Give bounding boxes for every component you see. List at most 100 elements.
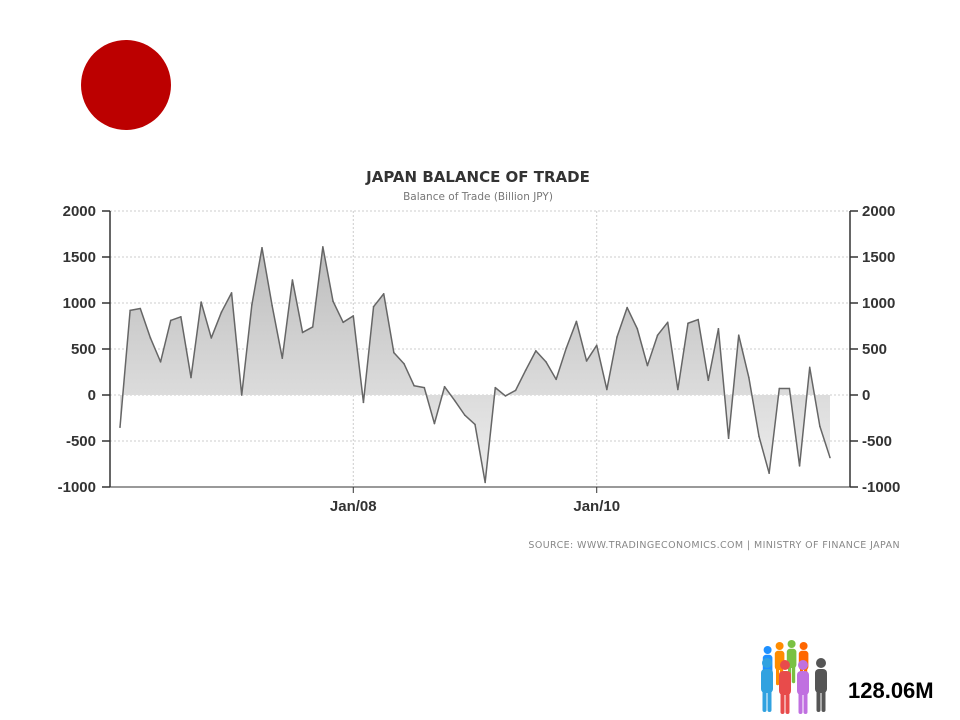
chart-title: JAPAN BALANCE OF TRADE [365, 168, 590, 186]
person-head [775, 642, 784, 650]
data-point [595, 344, 598, 347]
data-point [474, 423, 476, 426]
data-point [423, 386, 426, 389]
y-tick-label-left: 0 [88, 387, 96, 404]
person-body [761, 669, 773, 693]
data-point [261, 247, 263, 249]
person-body [815, 669, 827, 693]
data-point [535, 350, 537, 352]
data-point [575, 320, 578, 323]
data-point [524, 369, 527, 371]
data-point [139, 307, 142, 310]
data-point [180, 316, 182, 318]
person-head [799, 642, 808, 650]
data-point [393, 351, 395, 354]
data-point [565, 347, 568, 349]
data-point [484, 481, 486, 484]
data-point [433, 422, 436, 425]
person-leg [816, 690, 821, 712]
person-head [816, 658, 826, 668]
person-head [762, 658, 772, 668]
data-point [494, 386, 497, 389]
series-area-fill [120, 246, 830, 483]
people-group-icon [761, 640, 827, 714]
y-tick-label-right: 500 [862, 341, 887, 358]
data-point [159, 361, 162, 363]
person-leg [803, 692, 808, 714]
data-point [210, 337, 213, 339]
person-figure [761, 658, 773, 712]
data-point [788, 387, 791, 390]
data-point [464, 414, 466, 417]
x-axis-ticks: Jan/08 Jan/10 [330, 487, 620, 515]
data-point [514, 389, 517, 392]
chart-subtitle: Balance of Trade (Billion JPY) [403, 191, 553, 203]
data-point [778, 387, 781, 390]
y-tick-label-right: -1000 [862, 479, 900, 496]
person-leg [792, 665, 796, 684]
data-point [240, 394, 243, 396]
data-point [362, 401, 365, 404]
data-point [707, 379, 710, 382]
population-value: 128.06M [848, 678, 934, 703]
y-tick-label-left: 1500 [63, 249, 96, 266]
data-point [332, 300, 334, 302]
data-point [149, 337, 152, 339]
area-series [119, 246, 831, 484]
data-point [646, 364, 649, 367]
y-axis-right-ticks: 2000 1500 1000 500 0 -500 -1000 [862, 203, 900, 496]
chart-axes [102, 210, 858, 488]
person-leg [767, 690, 772, 712]
y-axis-left-ticks: 2000 1500 1000 500 0 -500 -1000 [58, 203, 96, 496]
data-point [829, 456, 831, 459]
data-point [758, 435, 760, 438]
data-point [687, 322, 689, 325]
person-figure [797, 660, 809, 714]
data-point [129, 309, 131, 312]
data-point [169, 319, 172, 322]
data-point [798, 465, 801, 467]
person-head [763, 646, 772, 654]
person-leg [776, 667, 780, 686]
data-point [697, 318, 699, 321]
y-tick-label-left: 500 [71, 341, 96, 358]
data-point [555, 378, 557, 381]
data-point [677, 388, 679, 391]
y-tick-label-right: 1500 [862, 249, 895, 266]
person-head [798, 660, 808, 670]
data-point [382, 293, 385, 295]
data-point [352, 315, 355, 317]
data-point [413, 385, 415, 387]
data-point [748, 376, 750, 379]
flag-red-disc [81, 40, 171, 130]
data-point [737, 334, 740, 337]
data-point [281, 357, 284, 360]
y-tick-label-left: 2000 [63, 203, 96, 220]
chart-source: SOURCE: WWW.TRADINGECONOMICS.COM | MINIS… [528, 540, 900, 551]
data-point [727, 437, 730, 440]
data-point [626, 306, 628, 309]
person-leg [780, 692, 785, 714]
person-leg [762, 690, 767, 712]
data-point [251, 304, 253, 306]
data-point [200, 301, 202, 303]
person-body [797, 671, 809, 695]
person-figure [815, 658, 827, 712]
data-point [636, 327, 639, 330]
data-point [403, 362, 405, 365]
data-point [230, 292, 233, 294]
person-figure [779, 660, 791, 714]
data-point [443, 385, 446, 388]
y-tick-label-right: 0 [862, 387, 870, 404]
data-point [291, 279, 294, 281]
y-tick-label-left: 1000 [63, 295, 96, 312]
data-point [768, 472, 770, 475]
data-point [301, 331, 304, 334]
data-point [504, 395, 507, 397]
person-leg [798, 692, 803, 714]
y-tick-label-left: -500 [66, 433, 96, 450]
data-point [271, 304, 273, 307]
data-point [190, 376, 192, 379]
data-point [819, 425, 821, 428]
